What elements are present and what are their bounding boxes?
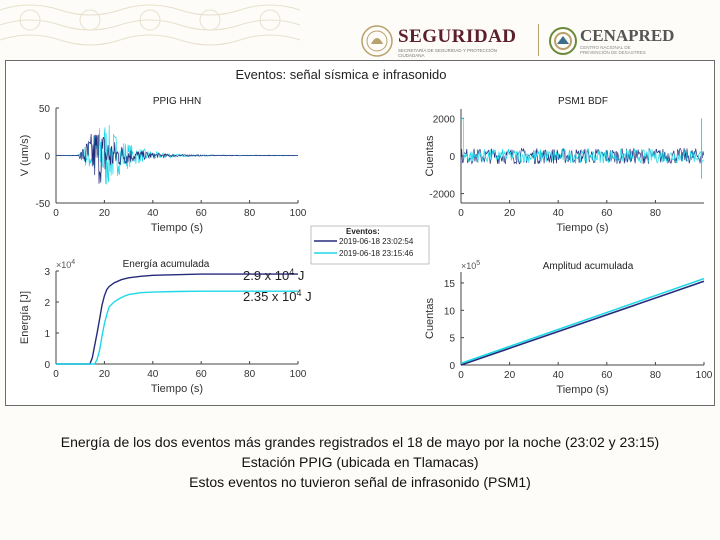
mexico-coat-of-arms-icon: [361, 25, 393, 57]
chart-1-x-tick-label: 100: [290, 208, 307, 219]
chart-1-y-tick-label: 50: [39, 104, 51, 115]
figure-title: Eventos: señal sísmica e infrasonido: [236, 67, 447, 82]
chart-3-x-label: Tiempo (s): [151, 383, 203, 395]
logo-divider: [538, 24, 539, 56]
chart-3-y-tick-label: 2: [44, 298, 50, 309]
chart-3-exponent: ×104: [56, 259, 75, 270]
figure-caption: Energía de los dos eventos más grandes r…: [0, 432, 720, 492]
chart-2-x-tick-label: 0: [458, 208, 464, 219]
legend-entry-2: 2019-06-18 23:15:46: [339, 249, 414, 258]
chart-3-series-2-line: [56, 290, 298, 365]
chart-3-title: Energía acumulada: [123, 259, 210, 270]
energy-annotation-1: 2.9 x 104 J: [243, 267, 304, 283]
chart-3-series-1-line: [56, 273, 298, 365]
chart-1-y-tick-label: 0: [44, 152, 50, 163]
cenapred-logo-title: CENAPRED: [580, 26, 675, 45]
chart-1-x-label: Tiempo (s): [151, 222, 203, 234]
chart-1-x-tick-label: 0: [53, 208, 59, 219]
chart-4-exponent: ×105: [461, 260, 480, 271]
chart-4-y-tick-label: 10: [444, 306, 456, 317]
chart-3-y-tick-label: 0: [44, 360, 50, 371]
chart-2-x-tick-label: 60: [601, 208, 613, 219]
chart-3-x-tick-label: 40: [147, 369, 159, 380]
chart-4-series-1-line: [460, 280, 705, 366]
chart-4-y-tick-label: 0: [449, 361, 455, 372]
chart-1-x-tick-label: 40: [147, 208, 159, 219]
chart-4-x-label: Tiempo (s): [556, 384, 608, 396]
legend-box: [310, 225, 430, 265]
cenapred-logo-subtitle: CENTRO NACIONAL DE PREVENCIÓN DE DESASTR…: [580, 45, 646, 55]
chart-4-y-tick-label: 5: [449, 334, 455, 345]
caption-line-2: Estación PPIG (ubicada en Tlamacas): [241, 454, 479, 470]
chart-3-y-tick-label: 1: [44, 329, 50, 340]
chart-4-x-tick-label: 40: [553, 370, 565, 381]
chart-4-title: Amplitud acumulada: [543, 261, 634, 272]
header-logos: SEGURIDAD SECRETARÍA DE SEGURIDAD Y PROT…: [358, 22, 698, 60]
legend-title: Eventos:: [346, 227, 380, 236]
chart-2-title: PSM1 BDF: [558, 96, 608, 107]
chart-3-x-tick-label: 20: [99, 369, 111, 380]
chart-1-y-tick-label: -50: [36, 199, 51, 210]
chart-1-x-tick-label: 20: [99, 208, 111, 219]
chart-4-x-tick-label: 20: [504, 370, 516, 381]
chart-4-x-tick-label: 0: [458, 370, 464, 381]
chart-4-y-label: Cuentas: [424, 298, 436, 339]
figure-canvas: Eventos: señal sísmica e infrasonido PPIG…: [19, 67, 713, 396]
chart-2-x-tick-label: 20: [504, 208, 516, 219]
legend-entry-1: 2019-06-18 23:02:54: [339, 237, 414, 246]
energy-annotation-2: 2.35 x 104 J: [243, 288, 312, 304]
header-ornament: [0, 4, 301, 46]
chart-4-x-tick-label: 80: [650, 370, 662, 381]
seguridad-logo-subtitle: SECRETARÍA DE SEGURIDAD Y PROTECCIÓN CIU…: [398, 48, 498, 58]
chart-2-series-2-line: [461, 118, 705, 165]
chart-2-y-label: Cuentas: [424, 135, 436, 176]
chart-3-y-label: Energía [J]: [19, 291, 31, 344]
seguridad-logo-title: SEGURIDAD: [398, 26, 517, 47]
chart-1-series-2-line: [55, 133, 298, 184]
chart-1-y-label: V (um/s): [19, 135, 31, 177]
chart-4-x-tick-label: 60: [601, 370, 613, 381]
chart-1-x-tick-label: 80: [244, 208, 256, 219]
chart-3-y-tick-label: 3: [44, 267, 50, 278]
chart-4-series-2-line: [460, 277, 705, 365]
chart-4-x-tick-label: 100: [696, 370, 713, 381]
cenapred-logo-icon: [549, 27, 577, 55]
caption-line-1: Energía de los dos eventos más grandes r…: [60, 434, 660, 450]
chart-2-x-tick-label: 40: [553, 208, 565, 219]
chart-3-x-tick-label: 0: [53, 369, 59, 380]
figure-panel: Eventos: señal sísmica e infrasonido PPIG…: [5, 60, 715, 406]
chart-2-y-tick-label: 2000: [433, 114, 456, 125]
chart-2-x-label: Tiempo (s): [556, 222, 608, 234]
chart-2-y-tick-label: -2000: [429, 190, 455, 201]
chart-2-y-tick-label: 0: [449, 152, 455, 163]
chart-3-x-tick-label: 100: [290, 369, 307, 380]
chart-1-x-tick-label: 60: [196, 208, 208, 219]
chart-3-x-tick-label: 80: [244, 369, 256, 380]
chart-3-x-tick-label: 60: [196, 369, 208, 380]
chart-1-title: PPIG HHN: [153, 96, 201, 107]
chart-2-x-tick-label: 80: [650, 208, 662, 219]
chart-4-y-tick-label: 15: [444, 279, 456, 290]
caption-line-3: Estos eventos no tuvieron señal de infra…: [189, 474, 531, 490]
